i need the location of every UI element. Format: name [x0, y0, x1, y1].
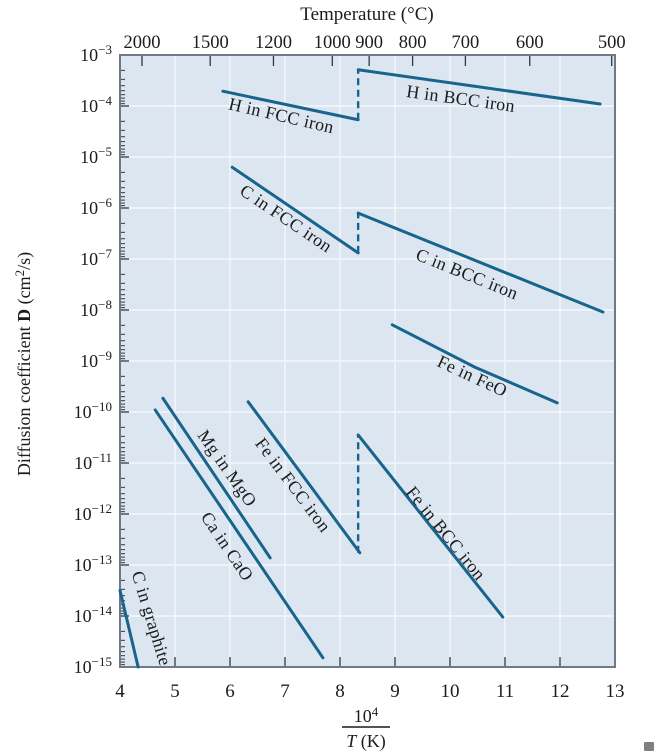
series-lines-layer — [118, 68, 605, 669]
top-temp-tick-label: 600 — [516, 33, 544, 53]
y-tick-label: 10−15 — [74, 654, 112, 677]
top-temp-tick-label: 700 — [452, 33, 480, 53]
x-tick-label: 8 — [335, 681, 345, 702]
x-tick-label: 6 — [225, 681, 235, 702]
x-tick-label: 7 — [280, 681, 290, 702]
series-line-fe-feo — [390, 323, 559, 405]
top-temp-tick-label: 800 — [399, 33, 427, 53]
x-tick-label: 9 — [390, 681, 400, 702]
top-temp-tick-label: 500 — [598, 33, 626, 53]
top-temp-tick-label: 900 — [355, 33, 383, 53]
series-line-ca-cao — [153, 408, 325, 660]
x-tick-label: 11 — [496, 681, 514, 702]
y-tick-label: 10−10 — [74, 399, 112, 422]
gridline-layer — [120, 55, 615, 667]
x-tick-label: 13 — [606, 681, 625, 702]
series-line-fe-bcc-iron — [356, 433, 505, 619]
y-tick-label: 10−4 — [80, 93, 112, 116]
series-line-fe-fcc-iron — [246, 400, 362, 555]
y-tick-label: 10−14 — [74, 603, 113, 626]
y-axis-title-text: Diffusion coefficient D (cm2/s) — [12, 252, 35, 476]
top-temp-tick-label: 2000 — [124, 33, 161, 53]
axis-tick-labels-layer: 10−3 10−4 10−5 10−6 10−7 10−8 10−9 10−10 10−11 10… — [74, 33, 626, 702]
x-axis-title-numerator: 104 — [354, 704, 379, 726]
x-tick-label: 12 — [551, 681, 570, 702]
series-line-c-fcc-iron — [230, 165, 360, 255]
plot-border — [119, 54, 616, 668]
y-tick-label: 10−11 — [74, 450, 112, 473]
series-line-h-fcc-iron — [221, 89, 360, 122]
y-tick-label: 10−6 — [80, 195, 112, 218]
y-tick-label: 10−12 — [74, 501, 112, 524]
y-tick-label: 10−13 — [74, 552, 112, 575]
y-tick-label: 10−3 — [80, 42, 112, 65]
top-axis-title: Temperature (°C) — [300, 4, 433, 25]
y-axis-title: Diffusion coefficient D (cm2/s) — [12, 252, 35, 476]
x-tick-label: 4 — [115, 681, 125, 702]
y-tick-label: 10−9 — [80, 348, 112, 371]
page-corner-artifact — [644, 742, 654, 751]
x-axis-title: 104 T (K) — [342, 704, 390, 752]
plot-border-layer — [119, 54, 616, 668]
series-line-mg-mgo — [161, 396, 272, 560]
y-tick-label: 10−7 — [80, 246, 112, 269]
series-line-h-bcc-iron — [356, 68, 602, 106]
y-tick-label: 10−8 — [80, 297, 112, 320]
x-tick-label: 5 — [170, 681, 180, 702]
top-temp-tick-label: 1000 — [314, 33, 351, 53]
y-tick-label: 10−5 — [80, 144, 112, 167]
x-axis-title-denominator: T (K) — [346, 731, 386, 752]
top-temp-tick-label: 1500 — [192, 33, 229, 53]
series-line-c-bcc-iron — [356, 211, 605, 314]
x-tick-label: 10 — [441, 681, 460, 702]
series-line-c-graphite — [118, 589, 140, 669]
top-temp-tick-label: 1200 — [255, 33, 292, 53]
